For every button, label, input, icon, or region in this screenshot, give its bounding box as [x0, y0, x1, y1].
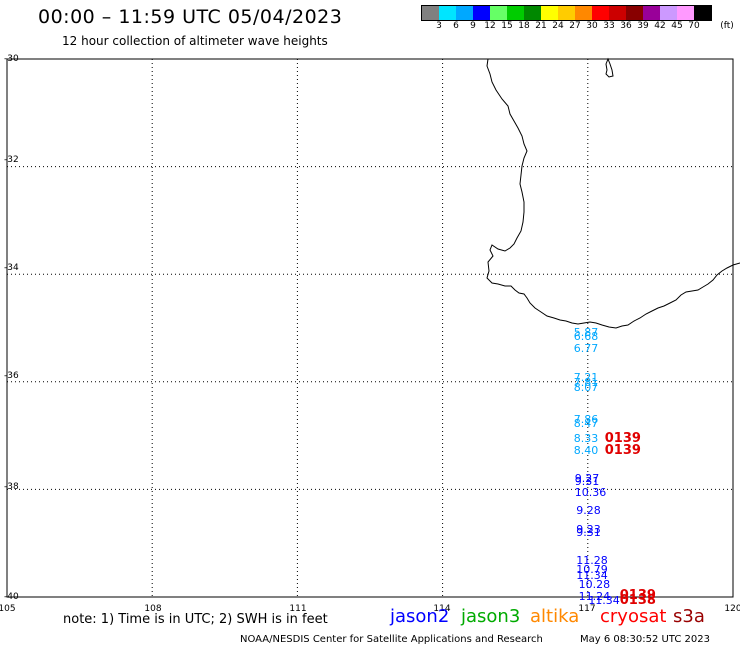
lon-label-114: 114	[433, 604, 451, 614]
wave-height-value: 9.27	[574, 471, 600, 485]
scale-swatch	[694, 6, 711, 20]
lon-label-105: 105	[0, 604, 16, 614]
scale-label: 36	[620, 21, 632, 31]
scale-swatch	[507, 6, 524, 20]
scale-swatch	[558, 6, 575, 20]
legend-note: note: 1) Time is in UTC; 2) SWH is in fe…	[63, 612, 328, 627]
lat-label-30: -30	[4, 54, 19, 64]
lat-label-34: -34	[4, 263, 19, 273]
pass-time-label: 0138	[619, 592, 656, 608]
coastline-island	[605, 57, 614, 78]
scale-swatch	[541, 6, 558, 20]
wave-height-value: 7.86	[573, 413, 599, 427]
scale-label: 27	[569, 21, 581, 31]
scale-swatch	[456, 6, 473, 20]
footer-credit: NOAA/NESDIS Center for Satellite Applica…	[240, 634, 543, 645]
scale-label: 15	[501, 21, 513, 31]
scale-swatch	[626, 6, 643, 20]
scale-label: 33	[603, 21, 615, 31]
wave-height-value: 8.33	[573, 432, 599, 446]
scale-swatch	[609, 6, 626, 20]
scale-label: 70	[688, 21, 700, 31]
scale-label: 18	[518, 21, 530, 31]
wave-height-value: 11.34	[588, 593, 620, 607]
scale-swatch	[677, 6, 694, 20]
wave-height-value: 10.36	[574, 485, 607, 499]
wave-height-color-scale	[421, 5, 712, 21]
scale-swatch	[422, 6, 439, 20]
scale-label: 3	[436, 21, 442, 31]
scale-unit: (ft)	[720, 21, 734, 31]
scale-swatch	[490, 6, 507, 20]
scale-swatch	[439, 6, 456, 20]
scale-label: 9	[470, 21, 476, 31]
color-scale-labels: 3 6 9 12 15 18 21 24 27 30 33 36 39 42 45 70 (ft)	[421, 21, 740, 35]
scale-label: 21	[535, 21, 547, 31]
wave-height-value: 6.68	[573, 330, 599, 344]
lon-label-120: 120	[724, 604, 740, 614]
scale-swatch	[524, 6, 541, 20]
footer: NOAA/NESDIS Center for Satellite Applica…	[240, 634, 710, 645]
coastline-southwest-australia	[486, 58, 740, 329]
map-title: 00:00 – 11:59 UTC 05/04/2023	[38, 6, 343, 28]
pass-time-label: 0139	[604, 443, 641, 459]
legend-jason3: jason3	[461, 606, 521, 627]
map-border	[6, 58, 734, 598]
wave-height-value: 8.07	[573, 381, 599, 395]
wave-height-value: 8.47	[573, 417, 599, 431]
wave-height-value: 7.81	[573, 375, 599, 389]
scale-swatch	[660, 6, 677, 20]
legend-cryosat: cryosat	[600, 606, 667, 627]
legend-s3a: s3a	[673, 606, 705, 627]
wave-height-value: 9.23	[576, 522, 601, 536]
lat-label-40: -40	[4, 592, 19, 602]
scale-swatch	[473, 6, 490, 20]
wave-height-value: 7.21	[573, 371, 599, 385]
scale-label: 12	[484, 21, 496, 31]
scale-label: 30	[586, 21, 598, 31]
wave-height-value: 10.79	[576, 563, 608, 577]
lon-label-117: 117	[578, 604, 596, 614]
scale-label: 24	[552, 21, 564, 31]
wave-height-value: 11.24	[578, 589, 611, 603]
wave-height-value: 10.28	[578, 577, 611, 591]
wave-height-value: 9.28	[576, 503, 601, 517]
wave-height-value: 6.77	[573, 342, 599, 356]
pass-time-label: 0139	[619, 588, 656, 604]
wave-height-value: 11.34	[576, 569, 608, 583]
scale-label: 39	[637, 21, 649, 31]
scale-label: 6	[453, 21, 459, 31]
legend-altika: altika	[530, 606, 580, 627]
wave-height-value: 9.31	[574, 474, 600, 488]
lat-label-36: -36	[4, 371, 19, 381]
wave-height-value: 5.87	[573, 326, 599, 340]
wave-height-value: 9.31	[576, 525, 601, 539]
scale-swatch	[575, 6, 592, 20]
lat-label-38: -38	[4, 482, 19, 492]
pass-time-label: 0139	[604, 431, 641, 447]
scale-swatch	[643, 6, 660, 20]
lat-lon-gridlines	[6, 58, 734, 598]
map-subtitle: 12 hour collection of altimeter wave hei…	[62, 34, 328, 48]
scale-label: 42	[654, 21, 666, 31]
scale-label: 45	[671, 21, 683, 31]
legend-jason2: jason2	[390, 606, 450, 627]
lon-label-111: 111	[289, 604, 307, 614]
scale-swatch	[592, 6, 609, 20]
wave-height-value: 11.28	[576, 554, 608, 568]
lat-label-32: -32	[4, 155, 19, 165]
lon-label-108: 108	[144, 604, 162, 614]
wave-height-value: 8.40	[573, 444, 599, 458]
footer-timestamp: May 6 08:30:52 UTC 2023	[580, 634, 710, 645]
